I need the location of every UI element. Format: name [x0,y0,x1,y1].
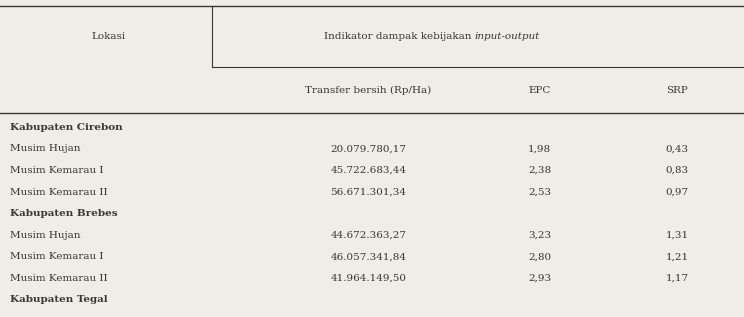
Text: 0,43: 0,43 [665,145,689,153]
Text: Musim Hujan: Musim Hujan [10,231,80,240]
Text: 45.722.683,44: 45.722.683,44 [330,166,406,175]
Text: 2,38: 2,38 [527,166,551,175]
Text: 20.079.780,17: 20.079.780,17 [330,145,406,153]
Text: Musim Kemarau II: Musim Kemarau II [10,274,107,283]
Text: Indikator dampak kebijakan: Indikator dampak kebijakan [324,32,475,41]
Text: Transfer bersih (Rp/Ha): Transfer bersih (Rp/Ha) [305,86,432,95]
Text: 1,98: 1,98 [527,145,551,153]
Text: 46.057.341,84: 46.057.341,84 [330,252,406,261]
Text: 2,80: 2,80 [527,252,551,261]
Text: SRP: SRP [666,86,688,95]
Text: Kabupaten Cirebon: Kabupaten Cirebon [10,123,122,132]
Text: 3,23: 3,23 [527,231,551,240]
Text: 44.672.363,27: 44.672.363,27 [330,231,406,240]
Text: Musim Hujan: Musim Hujan [10,145,80,153]
Text: 41.964.149,50: 41.964.149,50 [330,274,406,283]
Text: 2,93: 2,93 [527,274,551,283]
Text: Musim Kemarau II: Musim Kemarau II [10,188,107,197]
Text: 0,83: 0,83 [665,166,689,175]
Text: 2,53: 2,53 [527,188,551,197]
Text: Kabupaten Tegal: Kabupaten Tegal [10,295,107,304]
Text: 56.671.301,34: 56.671.301,34 [330,188,406,197]
Text: Musim Kemarau I: Musim Kemarau I [10,252,103,261]
Text: input-output: input-output [475,32,539,41]
Text: EPC: EPC [528,86,551,95]
Text: Musim Kemarau I: Musim Kemarau I [10,166,103,175]
Text: 1,17: 1,17 [665,274,689,283]
Text: 1,31: 1,31 [665,231,689,240]
Text: 0,97: 0,97 [665,188,689,197]
Text: Lokasi: Lokasi [92,32,126,41]
Text: 1,21: 1,21 [665,252,689,261]
Text: Kabupaten Brebes: Kabupaten Brebes [10,209,118,218]
